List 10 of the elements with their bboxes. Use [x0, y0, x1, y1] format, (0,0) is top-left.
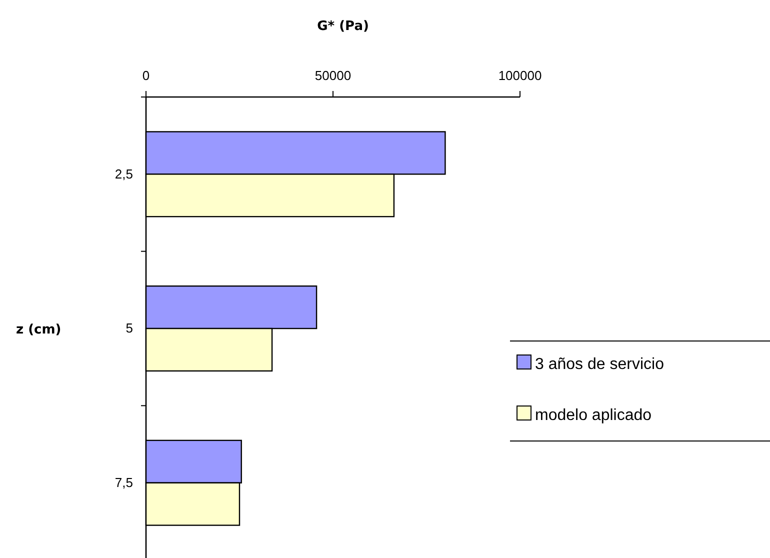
y-axis-title: z (cm): [16, 322, 62, 338]
y-tick-label: 7,5: [114, 474, 133, 490]
legend-label: modelo aplicado: [535, 407, 652, 424]
legend-label: 3 años de servicio: [535, 356, 664, 373]
x-tick-label: 0: [142, 68, 150, 83]
y-tick-label: 2,5: [114, 166, 133, 182]
y-tick-label: 5: [126, 320, 133, 336]
x-axis-title: G* (Pa): [317, 19, 369, 34]
x-tick-label: 100000: [498, 68, 542, 83]
x-tick-label: 50000: [314, 68, 352, 83]
